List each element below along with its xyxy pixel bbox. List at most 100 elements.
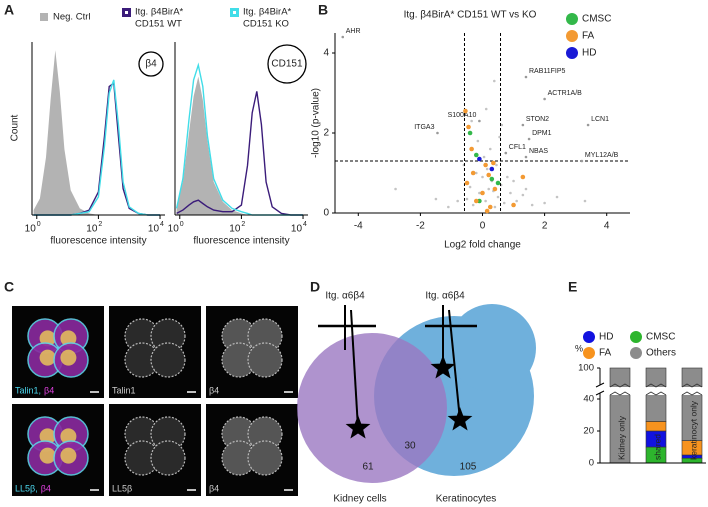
cell-lobe: [150, 416, 186, 452]
point: [495, 163, 498, 167]
point: [543, 201, 546, 205]
point: [477, 156, 482, 162]
point: [484, 208, 490, 214]
bait-line: [350, 309, 359, 429]
point: [436, 131, 439, 135]
venn-set-b: [448, 304, 536, 392]
point: [493, 79, 496, 83]
legend-marker: [566, 13, 578, 25]
x-tick-exponent: 4: [303, 221, 307, 228]
cell-nucleus: [60, 447, 77, 464]
subplot-label: β4: [145, 59, 157, 70]
y-tick-label: 4: [323, 48, 329, 59]
point: [521, 123, 525, 127]
point: [484, 107, 488, 111]
point: [463, 108, 468, 114]
point: [482, 155, 486, 159]
point-label: ITGA3: [414, 124, 434, 131]
point: [500, 123, 504, 127]
point: [471, 203, 475, 207]
point: [473, 198, 479, 204]
point-label: NBAS: [529, 148, 548, 155]
set-label: Keratinocytes: [436, 494, 497, 505]
point: [491, 160, 496, 166]
y-axis-label: %: [575, 343, 583, 353]
bait-label: Itg. α6β4: [325, 291, 365, 302]
point-label: AHR: [346, 28, 361, 35]
point: [480, 190, 485, 196]
legend-swatch-inner: [233, 11, 236, 14]
caption: LL5β: [112, 483, 132, 493]
point: [520, 174, 526, 180]
x-tick-exponent: 4: [160, 221, 164, 228]
point: [485, 167, 489, 171]
panel-label: D: [310, 279, 320, 295]
legend-marker: [583, 347, 595, 359]
point: [493, 205, 497, 209]
histogram-line: [176, 91, 303, 216]
point: [506, 175, 509, 179]
caption: LL5β,: [15, 483, 38, 493]
x-tick-label: 10: [86, 224, 98, 235]
panel-label: A: [4, 2, 14, 18]
legend-label: Itg. β4BirA*: [135, 7, 184, 18]
point: [456, 199, 459, 203]
point: [524, 155, 528, 159]
point: [489, 176, 495, 182]
x-tick-label: shared: [652, 434, 662, 460]
point: [586, 123, 590, 127]
x-tick-label: 10: [168, 224, 180, 235]
point: [543, 97, 546, 101]
x-tick-exponent: 0: [37, 221, 41, 228]
point: [515, 199, 518, 203]
legend-label: HD: [599, 332, 613, 343]
bait-label: Itg. α6β4: [425, 291, 465, 302]
point: [512, 179, 515, 183]
point: [478, 119, 481, 123]
star: [430, 355, 456, 379]
legend-marker: [630, 331, 642, 343]
point: [524, 75, 528, 79]
venn-count: 30: [404, 441, 416, 452]
point: [341, 35, 345, 39]
point: [487, 204, 493, 210]
point: [466, 124, 471, 130]
x-tick-label: Kidney only: [616, 415, 626, 460]
legend-label: CD151 KO: [243, 19, 289, 30]
x-axis-label: fluorescence intensity: [193, 236, 289, 247]
histogram-area: [33, 50, 160, 216]
x-tick-label: 10: [291, 224, 303, 235]
point: [476, 139, 480, 143]
point: [495, 180, 501, 186]
caption: β4: [209, 385, 219, 395]
y-axis-label: Count: [10, 114, 21, 141]
point: [521, 193, 525, 197]
point-label: MYL12A/B: [585, 152, 619, 159]
legend-label: CMSC: [582, 14, 611, 25]
y-tick-label: 2: [323, 128, 329, 139]
point: [502, 201, 506, 205]
point: [483, 162, 488, 168]
bar-break-mark: [681, 383, 703, 396]
point: [509, 191, 512, 195]
point: [524, 187, 528, 191]
legend-marker: [566, 47, 578, 59]
legend-label: CMSC: [646, 332, 675, 343]
subplot-label: CD151: [271, 59, 303, 70]
point: [470, 170, 476, 176]
x-axis-label: fluorescence intensity: [50, 236, 146, 247]
bar-break-mark: [609, 383, 631, 396]
point-label: CFL1: [509, 144, 526, 151]
point: [555, 195, 559, 199]
cell-lobe: [247, 342, 283, 378]
bar-segment: [645, 421, 667, 432]
point: [481, 175, 484, 179]
y-tick-label: 0: [589, 458, 594, 469]
x-tick-exponent: 2: [98, 221, 102, 228]
cell-lobe: [247, 318, 283, 354]
legend-swatch: [40, 13, 48, 21]
caption: Talin1,: [15, 385, 41, 395]
y-axis-label: -log10 (p-value): [311, 88, 322, 158]
point: [464, 180, 470, 186]
